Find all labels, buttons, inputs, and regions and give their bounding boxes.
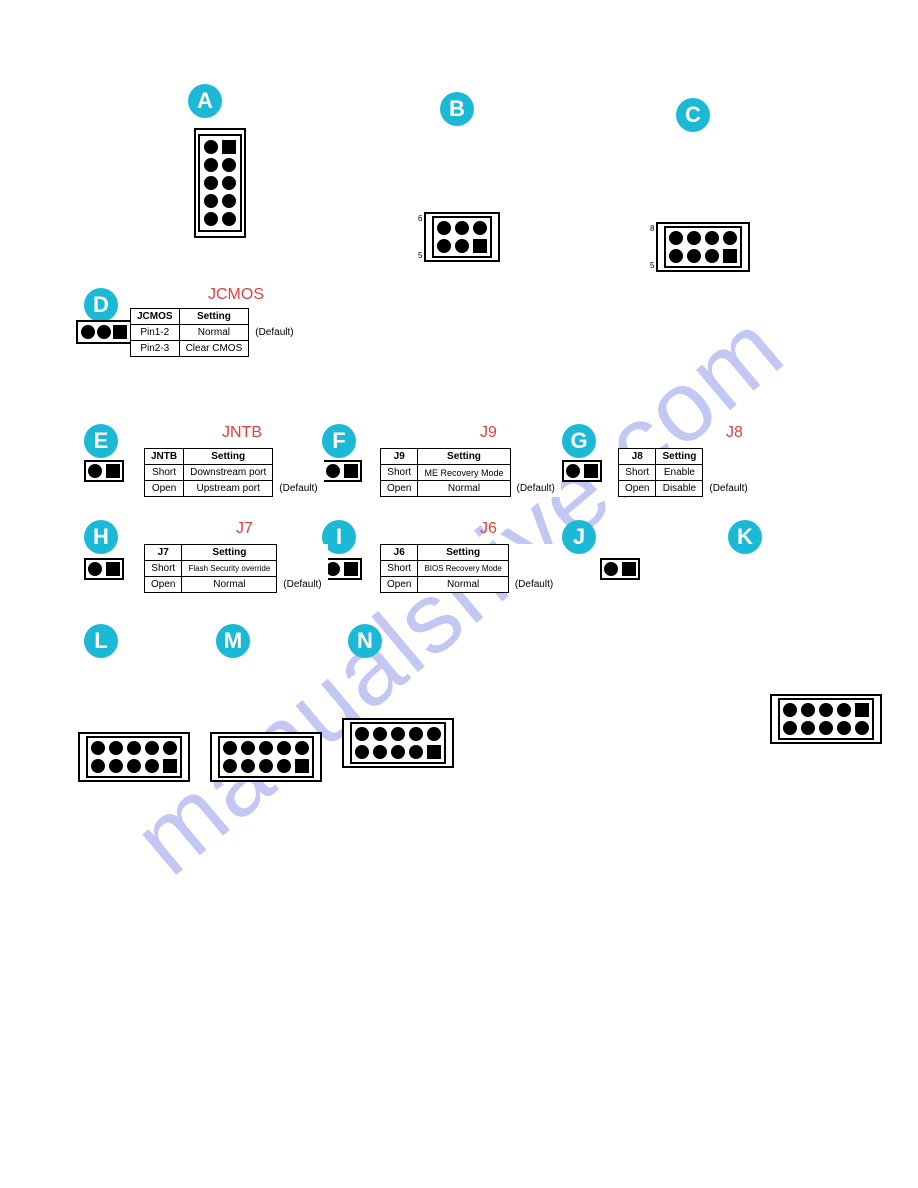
label-j6: J6 <box>480 520 497 538</box>
header-l <box>78 732 190 782</box>
badge-d: D <box>84 288 118 322</box>
header-c: 8 5 <box>650 222 750 272</box>
label-j8: J8 <box>726 424 743 442</box>
badge-b: B <box>440 92 474 126</box>
label-j7: J7 <box>236 520 253 538</box>
badge-e: E <box>84 424 118 458</box>
table-j7: J7Setting ShortFlash Security override O… <box>144 544 328 593</box>
table-jntb: JNTBSetting ShortDownstream port OpenUps… <box>144 448 324 497</box>
jumper-j <box>600 558 640 580</box>
jumper-e <box>84 460 124 482</box>
jumper-h <box>84 558 124 580</box>
header-n <box>342 718 454 768</box>
badge-l: L <box>84 624 118 658</box>
watermark: manualshive.com <box>113 290 806 898</box>
badge-h: H <box>84 520 118 554</box>
header-c-label-bot: 5 <box>650 261 654 270</box>
badge-m: M <box>216 624 250 658</box>
badge-a: A <box>188 84 222 118</box>
badge-j: J <box>562 520 596 554</box>
header-b: 6 5 <box>418 212 500 262</box>
badge-c: C <box>676 98 710 132</box>
label-j9: J9 <box>480 424 497 442</box>
header-b-label-top: 6 <box>418 214 422 223</box>
header-m <box>210 732 322 782</box>
label-jntb: JNTB <box>222 424 262 442</box>
header-b-label-bot: 5 <box>418 251 422 260</box>
table-j9: J9Setting ShortME Recovery Mode OpenNorm… <box>380 448 561 497</box>
table-j8: J8Setting ShortEnable OpenDisable(Defaul… <box>618 448 754 497</box>
header-c-label-top: 8 <box>650 224 654 233</box>
label-jcmos: JCMOS <box>208 286 264 304</box>
header-r <box>770 694 882 744</box>
badge-g: G <box>562 424 596 458</box>
badge-f: F <box>322 424 356 458</box>
table-j6: J6Setting ShortBIOS Recovery Mode OpenNo… <box>380 544 560 593</box>
header-a <box>194 128 246 238</box>
jumper-f <box>322 460 362 482</box>
table-jcmos: JCMOSSetting Pin1-2Normal(Default) Pin2-… <box>130 308 301 357</box>
jumper-jcmos <box>76 320 132 344</box>
badge-n: N <box>348 624 382 658</box>
badge-k: K <box>728 520 762 554</box>
jumper-g <box>562 460 602 482</box>
